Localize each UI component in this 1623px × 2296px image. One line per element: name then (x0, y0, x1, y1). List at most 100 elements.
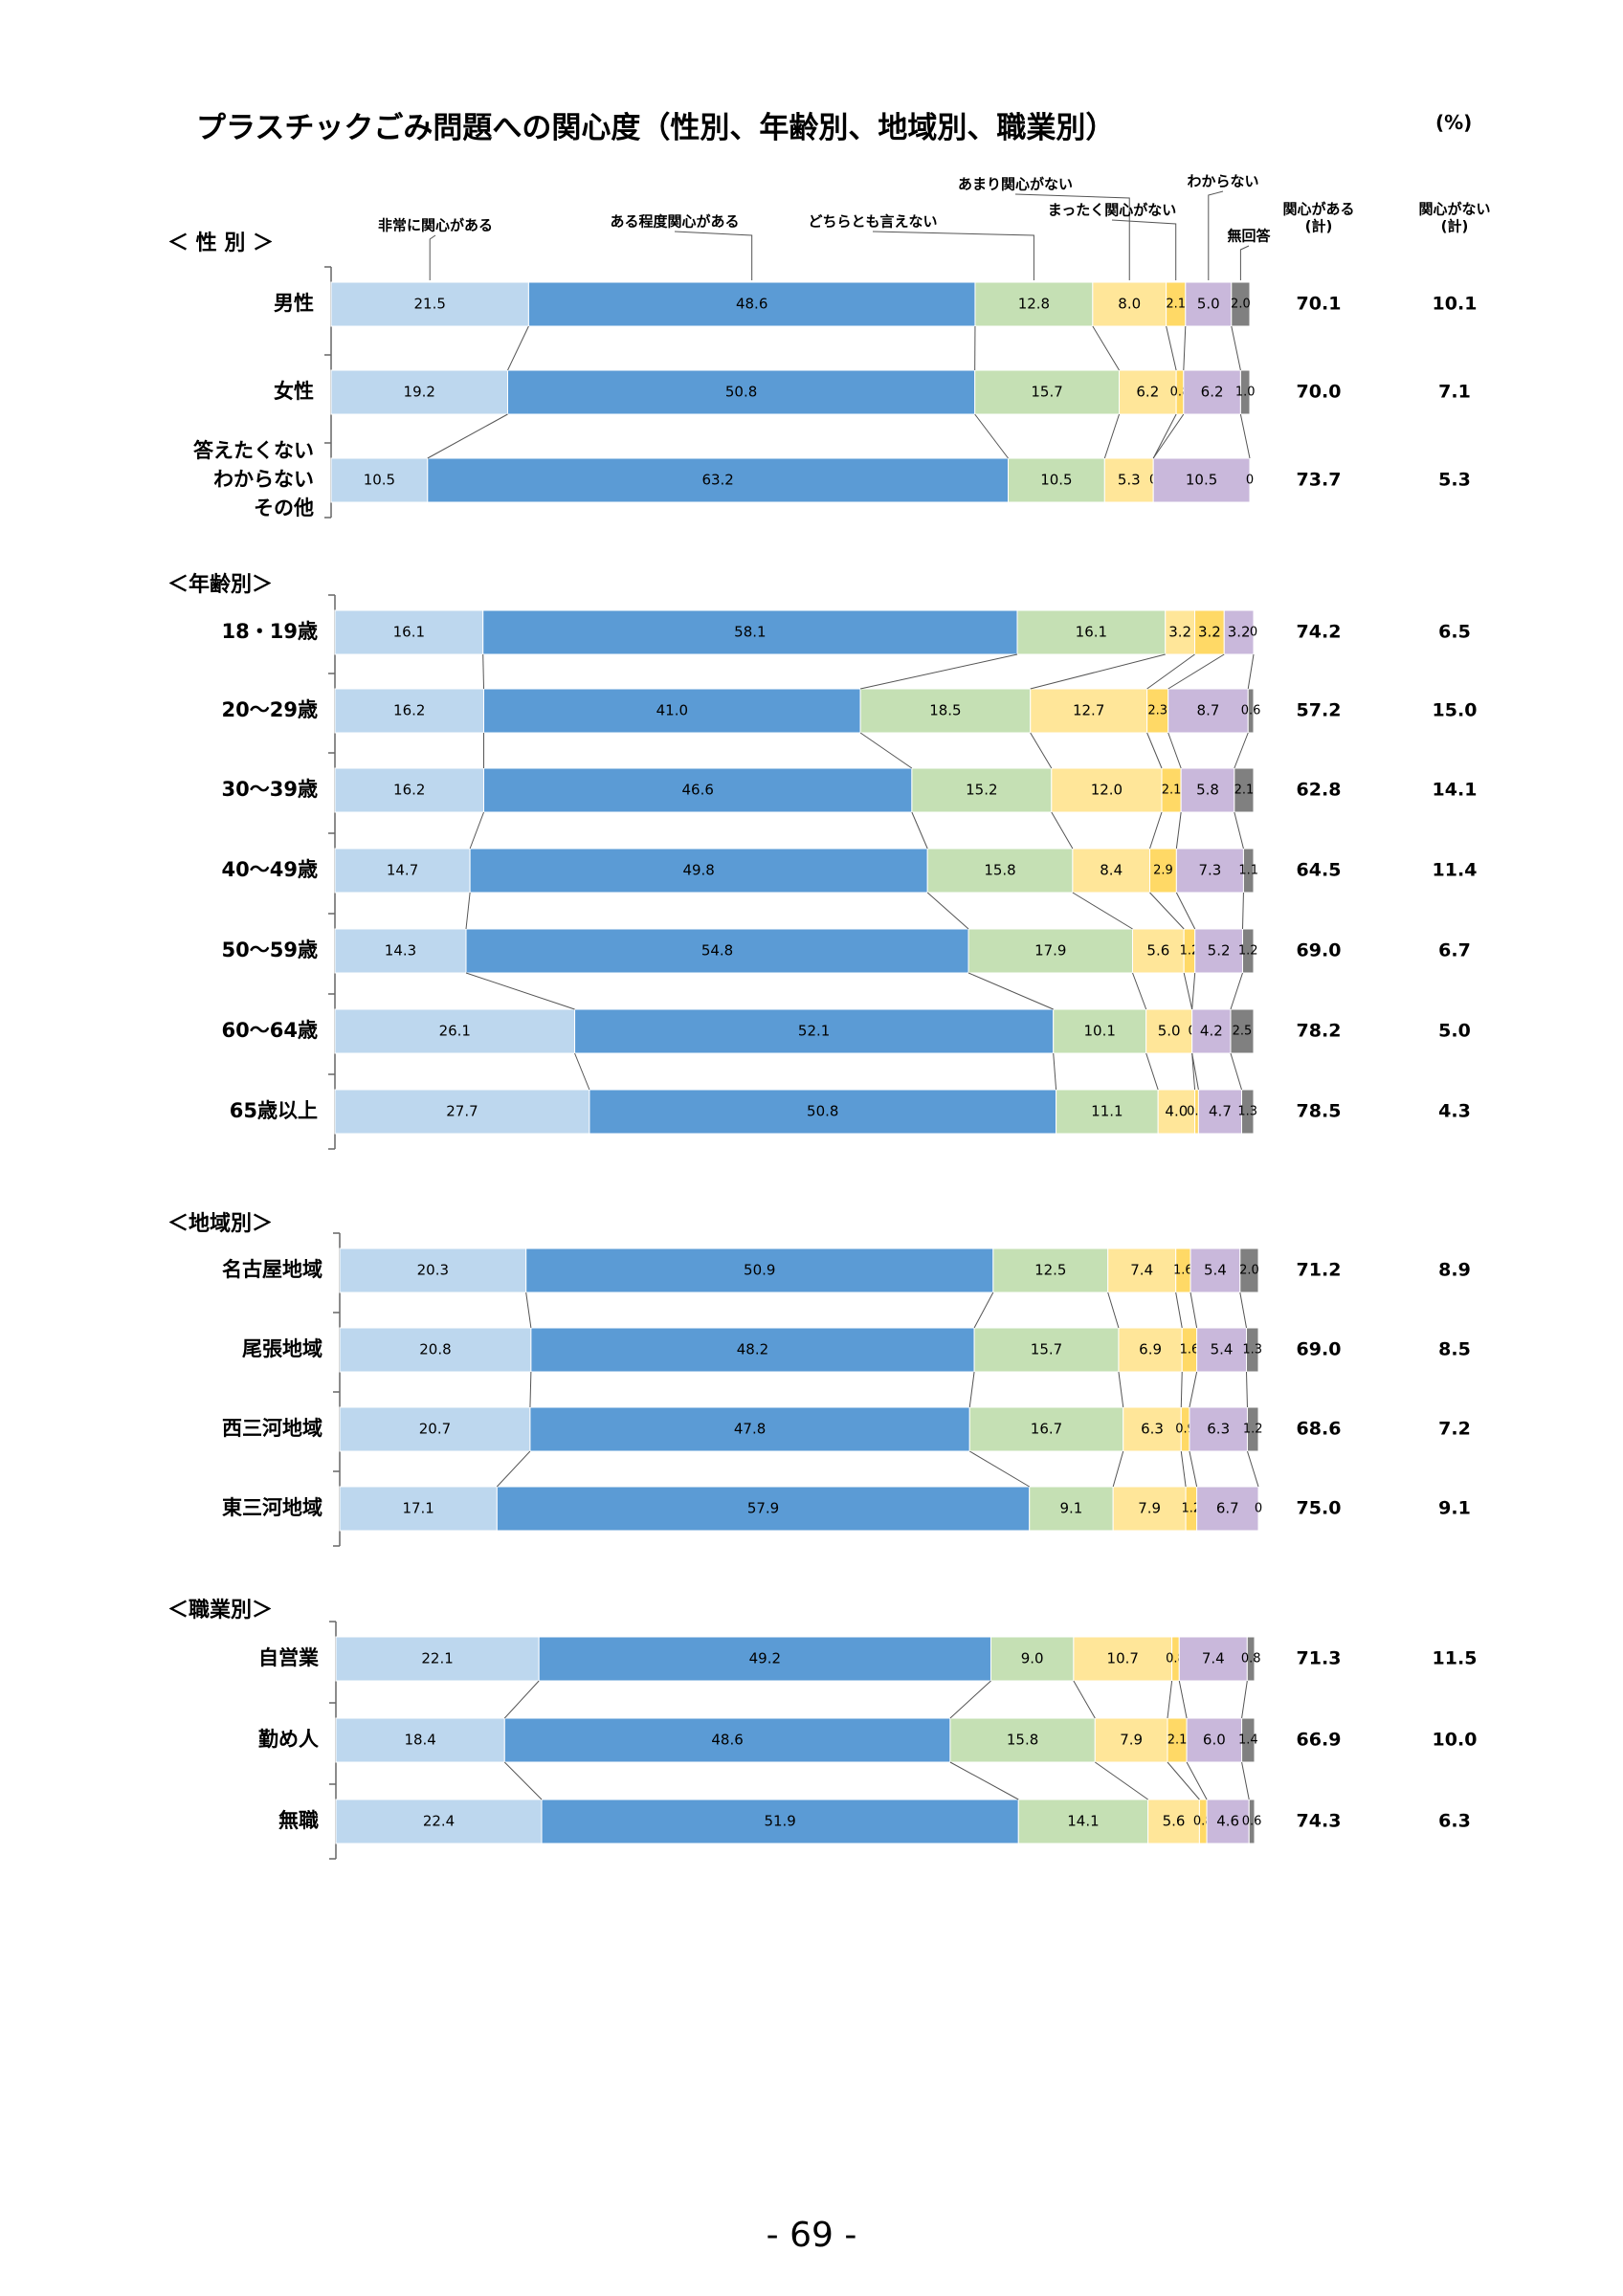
connector-line (1189, 1371, 1198, 1408)
data-label: 12.5 (1034, 1262, 1066, 1279)
connector-line (465, 972, 575, 1010)
connector-line (1030, 732, 1053, 769)
data-label: 16.7 (1031, 1421, 1062, 1438)
bar-segment (1008, 457, 1105, 503)
bar-segment (339, 1406, 531, 1452)
data-label: 51.9 (764, 1813, 795, 1830)
data-label: 16.2 (393, 702, 425, 719)
bar-segment (1239, 369, 1251, 415)
data-label: 1.6 (1173, 1264, 1193, 1278)
bar-segment (974, 281, 1094, 327)
connector-line (1103, 413, 1121, 459)
summary-interest: 62.8 (1297, 780, 1342, 801)
bar-segment (339, 1486, 498, 1532)
summary-interest: 78.5 (1297, 1101, 1342, 1122)
bar-segment (1152, 457, 1251, 503)
data-label: 7.4 (1202, 1650, 1225, 1667)
bar-segment (538, 1636, 991, 1682)
connector-line (1191, 972, 1196, 1010)
data-label: 0 (1250, 626, 1257, 640)
bar-segment (334, 928, 467, 974)
bar-segment (1016, 609, 1167, 655)
bar-segment (1231, 281, 1251, 327)
bar-segment (1119, 369, 1177, 415)
bar-segment (1092, 281, 1167, 327)
bar-segment (1234, 767, 1255, 813)
summary-interest: 73.7 (1297, 470, 1342, 491)
data-label: 1.0 (1235, 386, 1256, 400)
connector-line (1230, 1052, 1242, 1091)
bar-segment (989, 1636, 1075, 1682)
bar-segment (483, 688, 861, 734)
bar-segment (1189, 1247, 1241, 1293)
bar-segment (1230, 1008, 1255, 1054)
summary-no-interest: 8.5 (1438, 1339, 1471, 1360)
data-label: 9.1 (1060, 1500, 1083, 1517)
summary-interest: 78.2 (1297, 1021, 1342, 1042)
legend-leader-line (674, 231, 753, 280)
connector-line (859, 732, 913, 769)
summary-no-interest: 6.3 (1438, 1811, 1471, 1832)
bar-segment (1185, 281, 1233, 327)
connector-line (1230, 972, 1243, 1010)
bar-segment (503, 1717, 951, 1763)
data-label: 46.6 (681, 782, 713, 799)
data-label: 22.4 (423, 1813, 455, 1830)
bar-segment (1053, 1008, 1147, 1054)
data-label: 4.2 (1200, 1023, 1223, 1040)
data-label: 6.3 (1207, 1421, 1230, 1438)
legend-label: どちらとも言えない (808, 213, 937, 231)
connector-line (968, 1371, 975, 1408)
data-label: 6.2 (1201, 384, 1224, 401)
data-label: 12.8 (1018, 296, 1050, 313)
bar-segment (529, 1406, 970, 1452)
connector-line (482, 653, 485, 690)
bar-segment (992, 1247, 1109, 1293)
data-label: 50.8 (807, 1103, 838, 1120)
data-label: 0 (1246, 474, 1254, 488)
summary-no-interest: 9.1 (1438, 1498, 1471, 1519)
summary-no-interest: 15.0 (1433, 700, 1478, 721)
summary-no-interest: 11.5 (1433, 1648, 1478, 1669)
data-label: 15.2 (966, 782, 997, 799)
bar-segment (968, 1406, 1124, 1452)
data-label: 5.4 (1211, 1341, 1234, 1358)
data-label: 1.1 (1238, 864, 1258, 878)
data-label: 1.3 (1237, 1105, 1257, 1119)
bar-segment (1165, 609, 1195, 655)
summary-header-interest: 関心がある(計) (1282, 201, 1354, 235)
connector-line (507, 325, 529, 371)
connector-line (503, 1680, 540, 1719)
data-label: 20.8 (419, 1341, 451, 1358)
row-label: 30～39歳 (222, 778, 318, 801)
data-label: 12.0 (1091, 782, 1123, 799)
connector-line (1231, 325, 1241, 371)
bar-segment (507, 369, 976, 415)
bar-segment (330, 369, 509, 415)
legend-label: 無回答 (1227, 228, 1271, 245)
connector-line (427, 413, 508, 459)
bar-segment (1178, 1636, 1248, 1682)
data-label: 17.9 (1034, 942, 1066, 960)
data-label: 5.0 (1158, 1023, 1181, 1040)
legend-leader-line (872, 231, 1034, 280)
data-label: 10.7 (1107, 1650, 1139, 1667)
data-label: 26.1 (439, 1023, 471, 1040)
bar-segment (1094, 1717, 1168, 1763)
connector-line (574, 1052, 590, 1091)
data-label: 6.0 (1203, 1732, 1226, 1749)
connector-line (1234, 732, 1249, 769)
connector-line (525, 1292, 532, 1329)
connector-line (1239, 413, 1251, 459)
data-label: 2.9 (1153, 864, 1173, 878)
data-label: 14.3 (385, 942, 416, 960)
data-label: 20.7 (419, 1421, 451, 1438)
summary-interest: 71.2 (1297, 1260, 1342, 1281)
data-label: 3.2 (1168, 624, 1191, 641)
bar-segment (1242, 928, 1255, 974)
row-label: 女性 (274, 380, 314, 403)
page-title: プラスチックごみ問題への関心度（性別、年齢別、地域別、職業別） (196, 111, 1116, 145)
connector-line (529, 1371, 532, 1408)
bar-segment (1051, 767, 1163, 813)
